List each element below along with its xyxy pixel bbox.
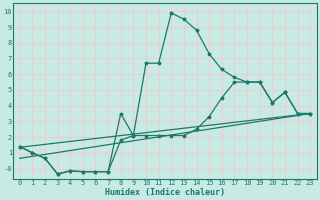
X-axis label: Humidex (Indice chaleur): Humidex (Indice chaleur) [105,188,225,197]
